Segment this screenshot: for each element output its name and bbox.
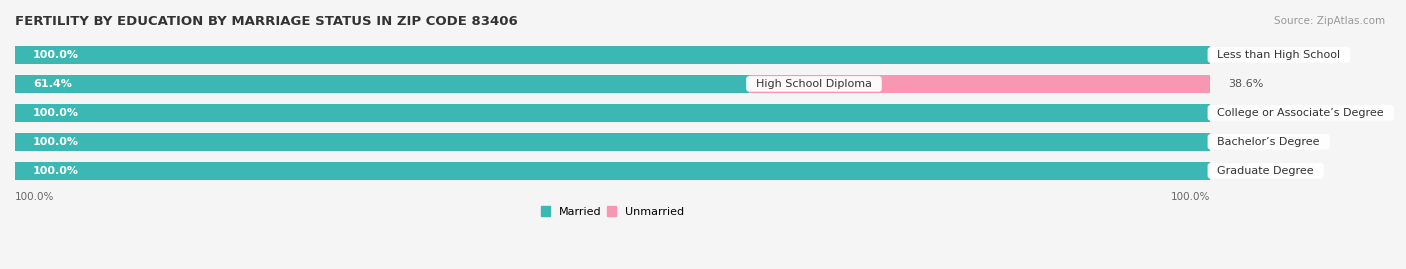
Text: 0.0%: 0.0%	[1288, 137, 1316, 147]
Bar	[15, 75, 749, 93]
Bar	[15, 133, 1211, 151]
Text: Bachelor’s Degree: Bachelor’s Degree	[1211, 137, 1327, 147]
Bar	[749, 75, 1211, 93]
Bar	[15, 46, 1211, 64]
Bar	[15, 162, 1211, 180]
Text: 38.6%: 38.6%	[1229, 79, 1264, 89]
Bar	[15, 133, 1211, 151]
Text: 0.0%: 0.0%	[1288, 50, 1316, 60]
Text: Less than High School: Less than High School	[1211, 50, 1347, 60]
Bar	[1211, 162, 1270, 180]
Text: 0.0%: 0.0%	[1288, 108, 1316, 118]
Bar	[1211, 46, 1270, 64]
Text: 0.0%: 0.0%	[1288, 166, 1316, 176]
Bar	[1211, 133, 1270, 151]
Text: College or Associate’s Degree: College or Associate’s Degree	[1211, 108, 1391, 118]
Bar	[15, 104, 1211, 122]
Text: 100.0%: 100.0%	[32, 166, 79, 176]
Text: 100.0%: 100.0%	[32, 137, 79, 147]
Text: Source: ZipAtlas.com: Source: ZipAtlas.com	[1274, 16, 1385, 26]
Text: FERTILITY BY EDUCATION BY MARRIAGE STATUS IN ZIP CODE 83406: FERTILITY BY EDUCATION BY MARRIAGE STATU…	[15, 15, 517, 28]
Bar	[1211, 104, 1270, 122]
Bar	[15, 104, 1211, 122]
Text: Graduate Degree: Graduate Degree	[1211, 166, 1322, 176]
Bar	[15, 162, 1211, 180]
Text: 100.0%: 100.0%	[1171, 192, 1211, 201]
Text: High School Diploma: High School Diploma	[749, 79, 879, 89]
Text: 100.0%: 100.0%	[32, 50, 79, 60]
Text: 100.0%: 100.0%	[15, 192, 55, 201]
Bar	[15, 46, 1211, 64]
Text: 100.0%: 100.0%	[32, 108, 79, 118]
Legend: Married, Unmarried: Married, Unmarried	[537, 202, 689, 221]
Text: 61.4%: 61.4%	[32, 79, 72, 89]
Bar	[15, 75, 1211, 93]
